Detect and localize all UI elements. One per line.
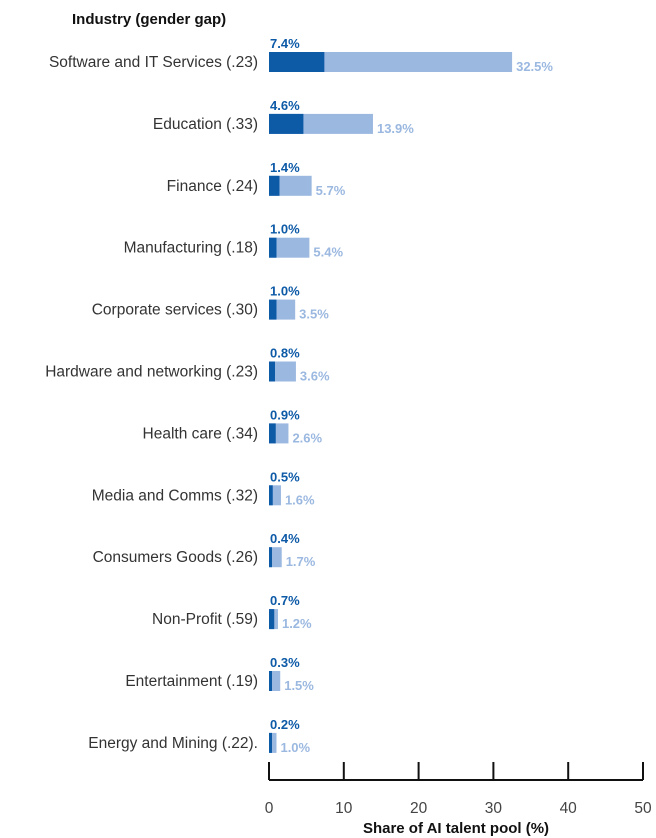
female-share-label: 0.7% — [270, 593, 300, 608]
total-share-label: 3.5% — [299, 307, 329, 322]
x-tick-label: 0 — [265, 800, 274, 817]
category-label: Finance (.24) — [167, 178, 258, 195]
total-share-label: 5.4% — [313, 245, 343, 260]
female-share-label: 0.3% — [270, 655, 300, 670]
female-share-bar — [269, 423, 276, 444]
female-share-bar — [269, 113, 304, 134]
x-tick-label: 30 — [485, 800, 503, 817]
female-share-label: 1.0% — [270, 284, 300, 299]
category-label: Energy and Mining (.22). — [88, 735, 258, 752]
female-share-bar — [269, 237, 277, 258]
female-share-label: 0.5% — [270, 469, 300, 484]
female-share-bar — [269, 175, 280, 196]
category-label: Manufacturing (.18) — [124, 240, 258, 257]
total-share-label: 1.2% — [282, 616, 312, 631]
total-share-label: 1.7% — [286, 554, 316, 569]
total-share-label: 1.5% — [284, 678, 314, 693]
female-share-label: 1.0% — [270, 222, 300, 237]
x-axis: 0 10 20 30 40 50 — [265, 762, 652, 817]
female-share-label: 4.6% — [270, 98, 300, 113]
female-share-bar — [269, 732, 272, 753]
total-share-label: 1.0% — [280, 740, 310, 755]
category-label: Non-Profit (.59) — [152, 611, 258, 628]
total-share-bar — [269, 237, 310, 258]
total-share-bar — [269, 175, 312, 196]
category-label: Software and IT Services (.23) — [49, 54, 258, 71]
total-share-label: 1.6% — [285, 492, 315, 507]
female-share-bar — [269, 671, 272, 691]
female-share-bar — [269, 485, 273, 506]
total-share-label: 2.6% — [292, 430, 322, 445]
female-share-bar — [269, 361, 275, 382]
female-share-bar — [269, 547, 272, 568]
female-share-bar — [269, 609, 275, 630]
female-share-label: 0.8% — [270, 346, 300, 361]
female-share-bar — [269, 299, 277, 320]
category-label: Consumers Goods (.26) — [93, 549, 258, 566]
total-share-label: 3.6% — [300, 369, 330, 384]
category-label: Health care (.34) — [143, 425, 258, 442]
female-share-bar — [269, 52, 325, 72]
x-tick-label: 40 — [560, 800, 578, 817]
total-share-bar — [269, 361, 296, 382]
female-share-label: 1.4% — [270, 160, 300, 175]
category-label: Education (.33) — [153, 116, 258, 133]
total-share-label: 5.7% — [316, 183, 346, 198]
category-label: Entertainment (.19) — [125, 673, 258, 690]
x-tick-label: 20 — [410, 800, 428, 817]
category-header: Industry (gender gap) — [72, 11, 226, 28]
total-share-bar — [269, 671, 281, 691]
category-label: Media and Comms (.32) — [92, 487, 258, 504]
category-label: Corporate services (.30) — [92, 302, 258, 319]
total-share-bar — [269, 485, 281, 506]
bars-group: Software and IT Services (.23) 7.4% 32.5% E… — [45, 36, 553, 755]
total-share-label: 32.5% — [516, 59, 553, 74]
x-tick-label: 10 — [335, 800, 353, 817]
total-share-bar — [269, 732, 277, 753]
female-share-label: 7.4% — [270, 36, 300, 51]
category-label: Hardware and networking (.23) — [45, 364, 258, 381]
total-share-bar — [269, 52, 513, 72]
female-share-label: 0.2% — [270, 717, 300, 732]
x-tick-label: 50 — [634, 800, 652, 817]
x-axis-title: Share of AI talent pool (%) — [363, 820, 549, 837]
female-share-label: 0.9% — [270, 407, 300, 422]
total-share-bar — [269, 547, 282, 568]
total-share-label: 13.9% — [377, 121, 414, 136]
female-share-label: 0.4% — [270, 531, 300, 546]
